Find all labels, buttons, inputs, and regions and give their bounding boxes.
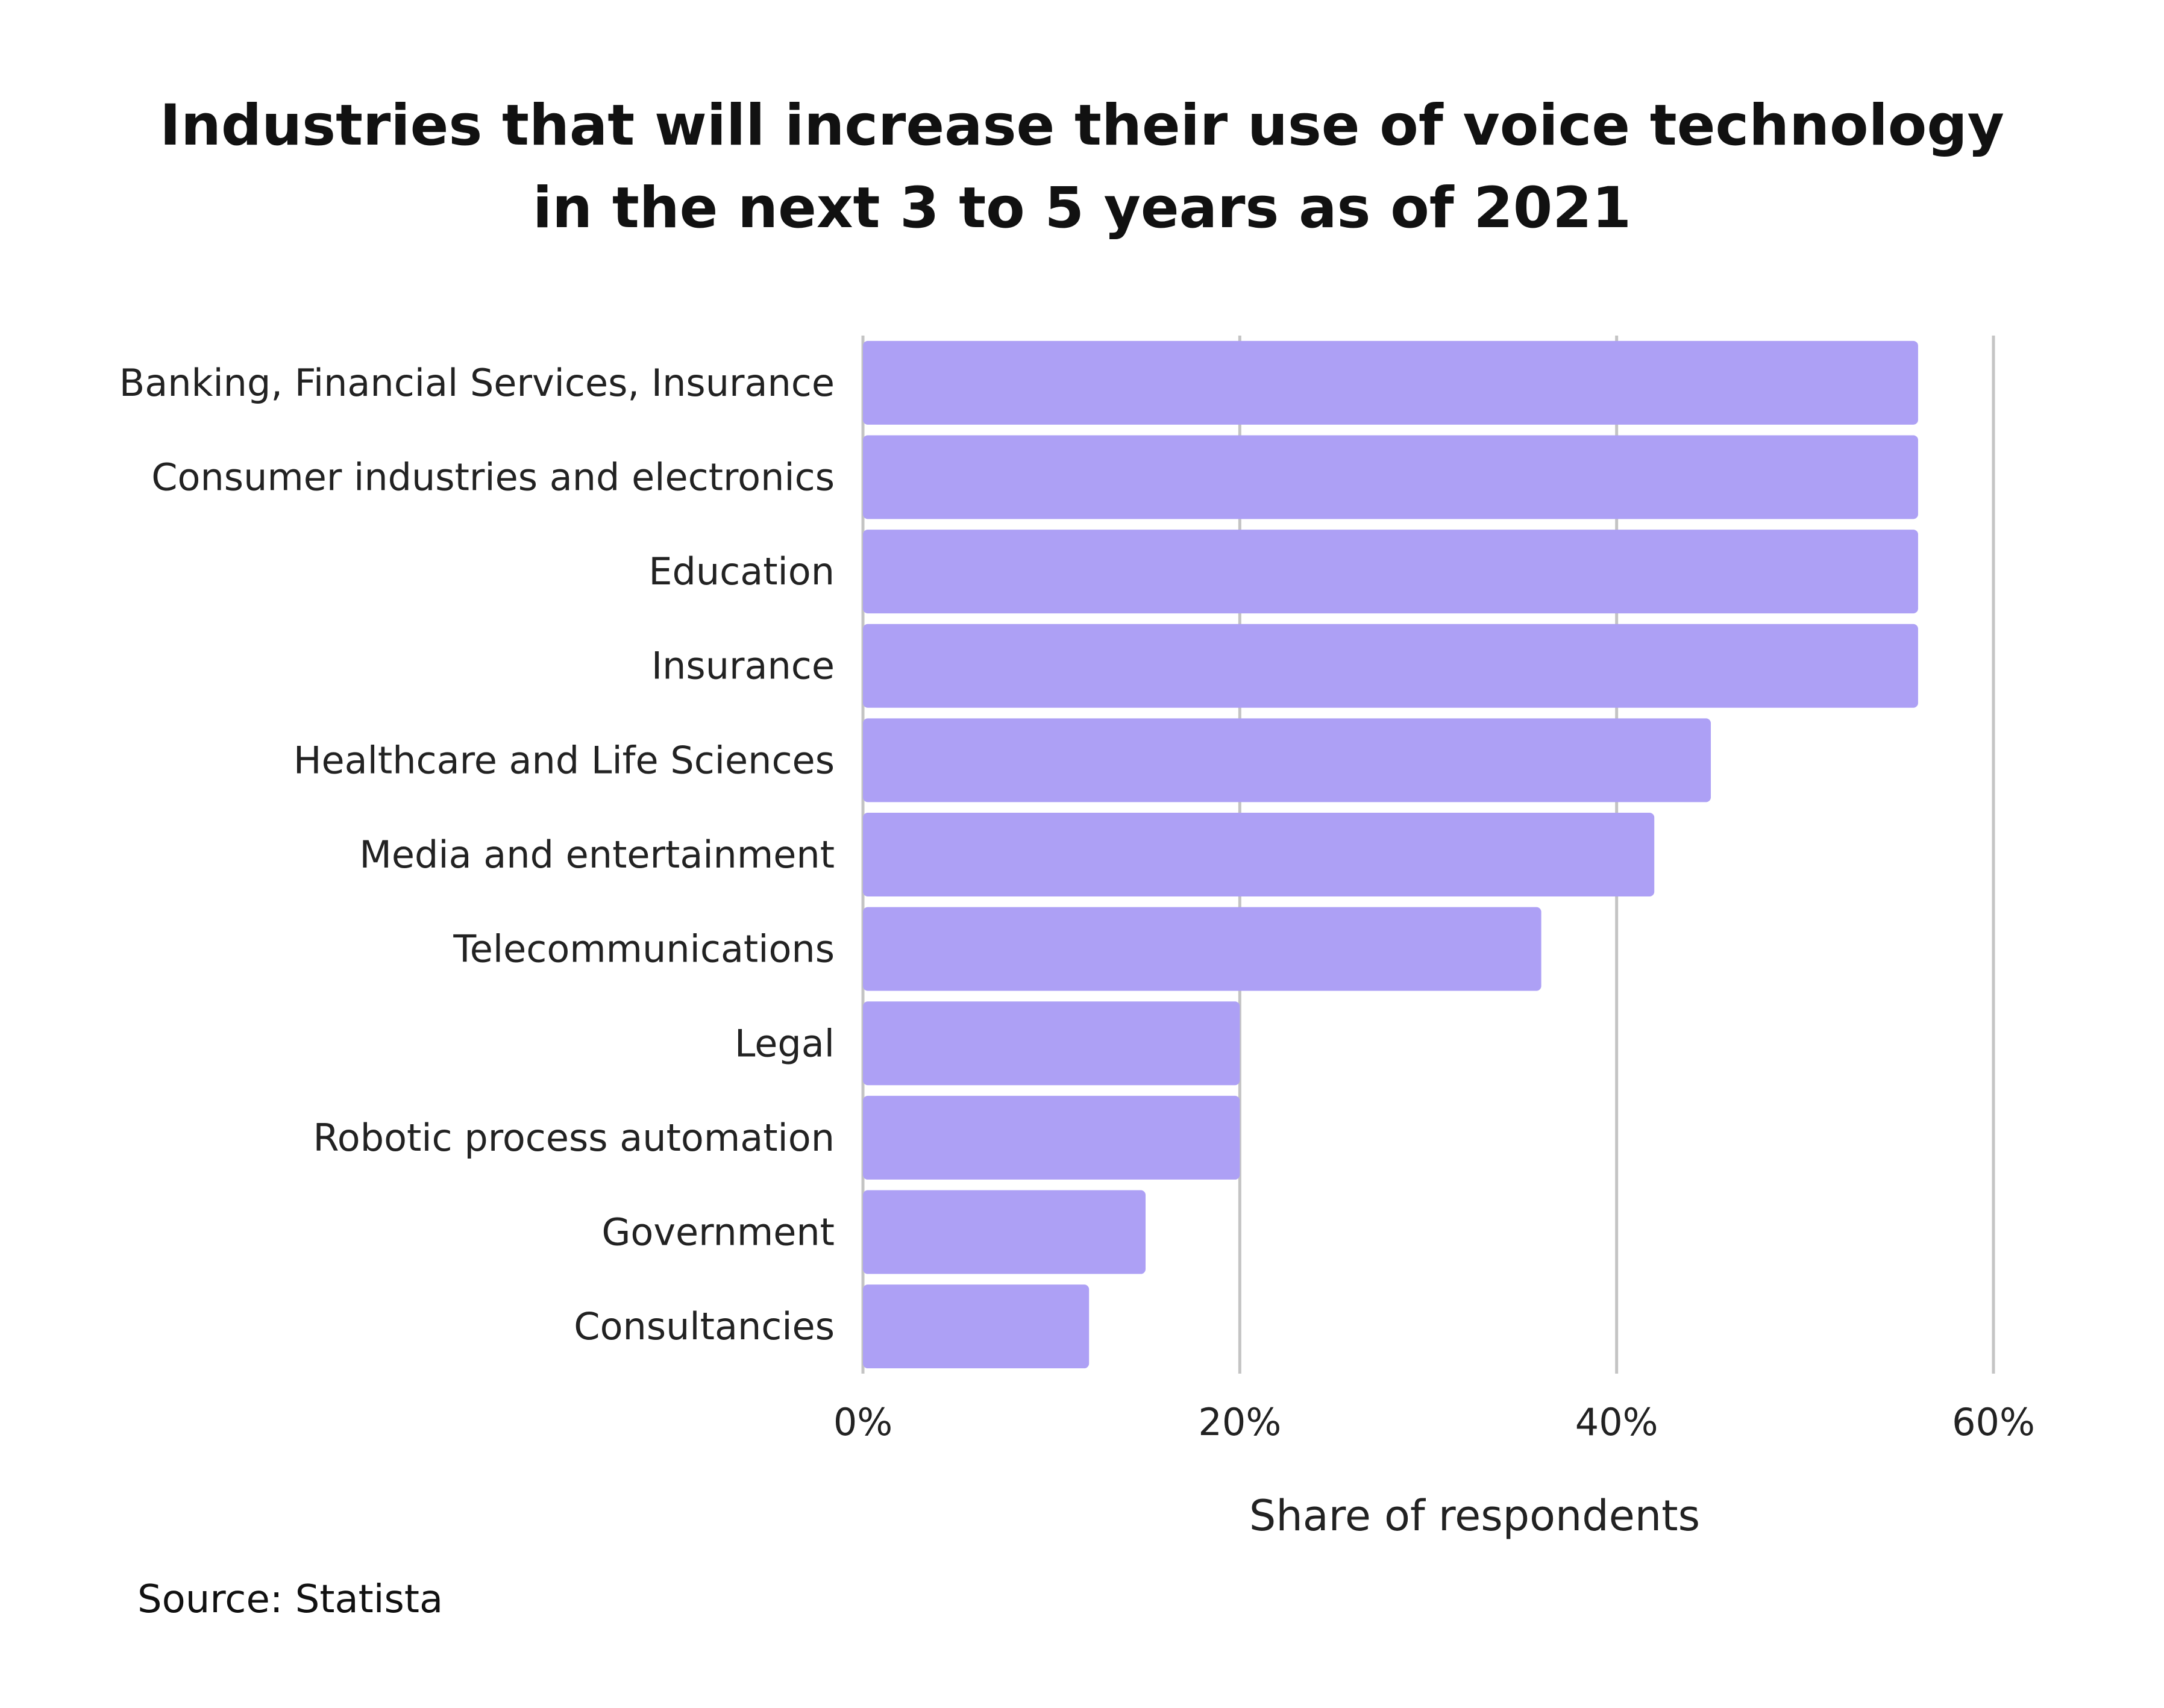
category-label: Telecommunications <box>453 927 835 971</box>
bar <box>863 1284 1090 1369</box>
bar <box>863 1190 1146 1274</box>
x-axis-title: Share of respondents <box>1249 1491 1700 1541</box>
x-tick-label: 40% <box>1575 1400 1658 1444</box>
category-label: Banking, Financial Services, Insurance <box>119 361 835 405</box>
category-labels: Banking, Financial Services, Insurance Co… <box>119 361 835 1348</box>
category-label: Healthcare and Life Sciences <box>293 738 835 782</box>
bar <box>863 340 1918 425</box>
category-label: Legal <box>735 1021 835 1065</box>
bars <box>863 340 1918 1369</box>
chart-title-line-2: in the next 3 to 5 years as of 2021 <box>532 175 1632 241</box>
category-label: Government <box>601 1210 835 1254</box>
x-tick-label: 60% <box>1952 1400 2035 1444</box>
bar <box>863 530 1918 614</box>
chart-title: Industries that will increase their use … <box>0 84 2164 249</box>
x-tick-label: 20% <box>1198 1400 1281 1444</box>
category-label: Consumer industries and electronics <box>151 455 835 499</box>
category-label: Media and entertainment <box>359 833 835 877</box>
bar <box>863 624 1918 708</box>
bar <box>863 718 1711 802</box>
bar <box>863 435 1918 519</box>
bar <box>863 1095 1240 1180</box>
x-axis-ticks: 0% 20% 40% 60% <box>833 1400 2035 1444</box>
category-label: Insurance <box>651 644 835 688</box>
category-label: Consultancies <box>574 1304 835 1348</box>
bar <box>863 1001 1240 1086</box>
chart-title-line-1: Industries that will increase their use … <box>160 93 2004 158</box>
category-label: Robotic process automation <box>313 1116 835 1160</box>
x-tick-label: 0% <box>833 1400 892 1444</box>
bar <box>863 907 1541 991</box>
source-note: Source: Statista <box>137 1577 444 1622</box>
bar <box>863 813 1655 896</box>
category-label: Education <box>648 549 835 593</box>
